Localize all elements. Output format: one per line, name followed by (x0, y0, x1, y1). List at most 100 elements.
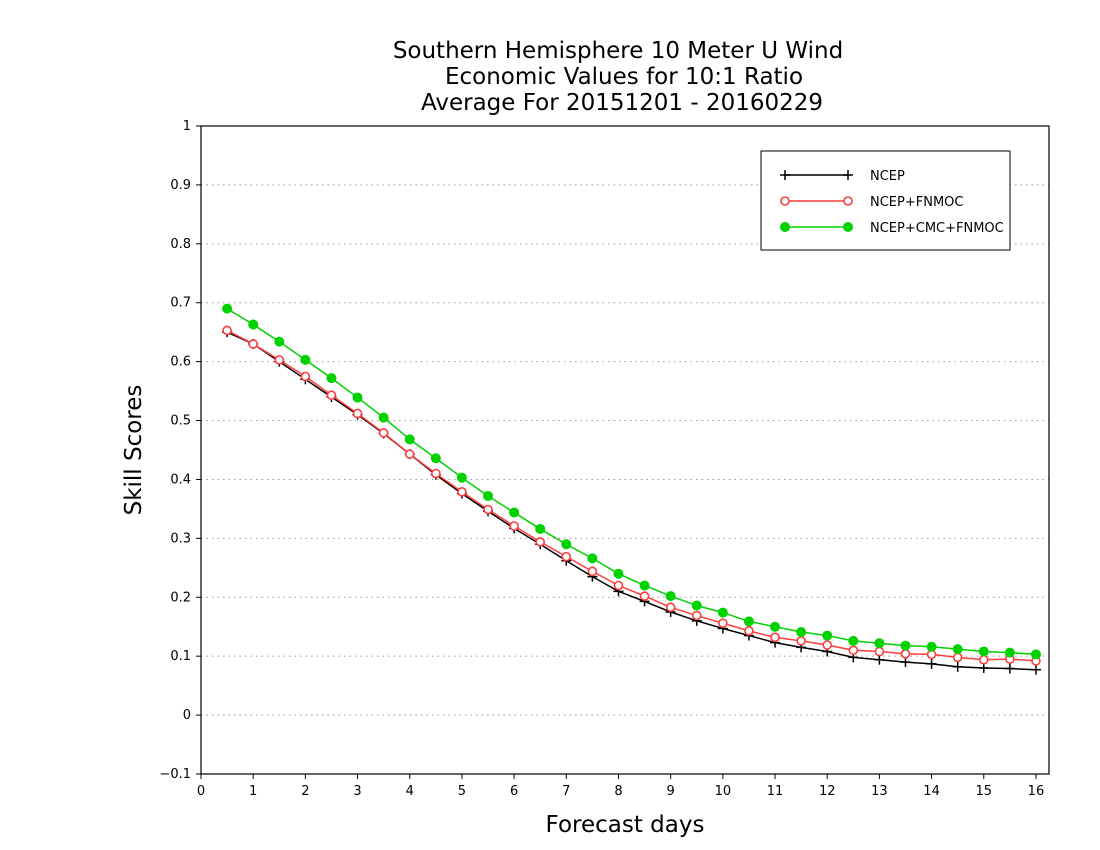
data-point (639, 580, 650, 591)
data-point (874, 654, 885, 665)
x-tick-label: 7 (562, 784, 570, 799)
data-point (843, 222, 853, 232)
legend-item: NCEP+CMC+FNMOC (780, 221, 1004, 236)
data-point (352, 392, 363, 403)
data-point (430, 453, 441, 464)
data-point (561, 551, 572, 562)
y-tick-label: 0.6 (170, 355, 191, 370)
x-tick-label: 1 (249, 784, 257, 799)
y-axis-label: Skill Scores (121, 385, 147, 516)
data-point (431, 468, 441, 479)
x-tick-label: 10 (715, 784, 732, 799)
data-point (483, 490, 494, 501)
x-tick-label: 12 (819, 784, 836, 799)
data-point (326, 390, 337, 401)
x-tick-label: 6 (510, 784, 518, 799)
data-point (978, 646, 989, 657)
x-axis: 0 1 2 3 4 5 6 7 8 9 10 11 12 13 14 15 16 (197, 774, 1044, 799)
data-point (848, 635, 859, 646)
data-point (378, 428, 389, 438)
legend-label: NCEP+FNMOC (870, 195, 963, 210)
x-tick-label: 15 (975, 784, 992, 799)
data-point (509, 521, 519, 531)
x-tick-label: 5 (458, 784, 466, 799)
data-point (691, 610, 702, 621)
data-point (900, 657, 911, 668)
y-tick-label: 0 (183, 708, 191, 723)
chart-title-line-1: Southern Hemisphere 10 Meter U Wind (393, 38, 843, 64)
data-point (900, 640, 911, 651)
data-point (587, 553, 598, 564)
legend-label: NCEP (870, 169, 905, 184)
data-point (378, 412, 389, 423)
data-point (561, 539, 572, 550)
data-point (587, 566, 598, 577)
data-point (796, 636, 806, 646)
x-tick-label: 3 (353, 784, 361, 799)
data-point (926, 658, 937, 669)
data-point (535, 537, 546, 547)
data-point (926, 641, 937, 652)
x-tick-label: 9 (667, 784, 675, 799)
x-tick-label: 4 (406, 784, 414, 799)
data-point (535, 523, 546, 534)
data-point (952, 652, 963, 663)
y-tick-label: 0.8 (170, 237, 191, 252)
data-point (1030, 649, 1041, 660)
data-point (456, 472, 467, 483)
x-axis-label: Forecast days (546, 812, 705, 838)
series-lines (222, 303, 1041, 675)
x-tick-label: 13 (871, 784, 888, 799)
data-point (848, 645, 859, 656)
data-point (613, 580, 624, 591)
data-point (744, 626, 754, 636)
legend-item: NCEP (780, 169, 905, 184)
data-point (874, 638, 885, 649)
data-point (613, 568, 624, 579)
data-point (457, 487, 467, 497)
data-point (843, 196, 853, 206)
y-tick-label: 0.2 (170, 590, 191, 605)
data-point (352, 408, 363, 419)
y-tick-label: 0.3 (170, 531, 191, 546)
data-point (274, 336, 285, 347)
data-point (796, 627, 807, 638)
data-point (822, 640, 833, 650)
data-point (843, 170, 853, 180)
x-tick-label: 11 (767, 784, 784, 799)
legend-label: NCEP+CMC+FNMOC (870, 221, 1004, 236)
x-tick-label: 2 (301, 784, 309, 799)
data-point (274, 355, 285, 365)
x-tick-label: 16 (1028, 784, 1045, 799)
data-point (509, 507, 520, 518)
y-tick-label: 0.4 (170, 472, 191, 487)
legend-item: NCEP+FNMOC (780, 195, 963, 210)
data-point (483, 504, 493, 515)
data-point (718, 618, 728, 628)
data-point (780, 222, 790, 232)
y-axis: −0.1 0 0.1 0.2 0.3 0.4 0.5 0.6 0.7 0.8 0.9 1 (159, 119, 201, 782)
data-point (900, 649, 911, 659)
x-tick-label: 14 (923, 784, 940, 799)
data-point (404, 434, 415, 445)
data-point (1004, 663, 1015, 674)
data-point (326, 373, 337, 384)
data-point (222, 303, 233, 314)
y-tick-label: 0.7 (170, 296, 191, 311)
data-point (874, 646, 885, 657)
data-point (248, 339, 258, 349)
y-tick-label: −0.1 (159, 767, 191, 782)
data-point (665, 591, 676, 602)
data-point (770, 632, 780, 643)
chart-title-line-3: Average For 20151201 - 20160229 (421, 90, 823, 116)
data-point (978, 654, 989, 665)
legend: NCEP NCEP+FNMOC NCEP+CMC+FNMOC (760, 150, 1011, 251)
data-point (770, 621, 781, 632)
data-point (300, 354, 311, 365)
data-point (691, 600, 702, 611)
y-tick-label: 0.5 (170, 414, 191, 429)
data-point (780, 170, 790, 180)
data-point (222, 325, 232, 336)
data-point (248, 319, 259, 330)
